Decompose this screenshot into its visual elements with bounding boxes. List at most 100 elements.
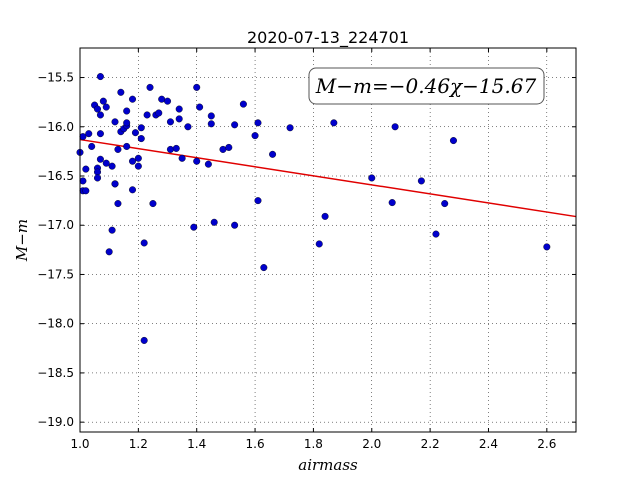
data-point (94, 174, 102, 182)
fit-line (79, 138, 577, 218)
x-tick-label: 2.4 (479, 437, 498, 451)
data-point (543, 243, 551, 251)
data-point (88, 142, 96, 150)
data-point (196, 103, 204, 111)
fit-equation-text: M−m=−0.46χ−15.67 (315, 74, 537, 98)
data-point (231, 221, 239, 229)
data-point (129, 186, 137, 194)
data-point (190, 223, 198, 231)
data-point (99, 97, 107, 105)
data-point (108, 226, 116, 234)
axis-ticks: 1.0 1.2 1.4 1.6 1.8 2.0 2.2 2.4 2.6 −15.5 −16.0 −16… (37, 48, 576, 451)
data-point (129, 95, 137, 103)
data-point (178, 154, 186, 162)
data-point (111, 118, 119, 126)
y-tick-label: −19.0 (37, 415, 74, 429)
data-point (137, 135, 145, 143)
data-point (260, 264, 268, 272)
data-point (158, 95, 166, 103)
data-point (94, 105, 102, 113)
data-point (391, 123, 399, 131)
data-point (155, 109, 163, 117)
data-point (146, 83, 154, 91)
data-point (210, 218, 218, 226)
y-tick-label: −16.0 (37, 120, 74, 134)
data-point (231, 121, 239, 129)
data-point (94, 168, 102, 176)
data-point (207, 112, 215, 120)
data-point (123, 142, 131, 150)
data-point (368, 174, 376, 182)
data-point (254, 197, 262, 205)
data-point (225, 143, 233, 151)
data-point (269, 150, 277, 158)
data-point (204, 160, 212, 168)
data-point (143, 111, 151, 119)
data-point (184, 123, 192, 131)
x-tick-label: 1.6 (246, 437, 265, 451)
y-tick-label: −16.5 (37, 169, 74, 183)
data-point (134, 162, 142, 170)
data-point (164, 97, 172, 105)
data-point (108, 162, 116, 170)
data-point (96, 130, 104, 138)
data-point (286, 124, 294, 132)
fit-equation-frame (308, 67, 545, 105)
data-point (82, 165, 90, 173)
data-point (96, 73, 104, 81)
data-point (175, 115, 183, 123)
x-tick-label: 1.8 (304, 437, 323, 451)
data-point (140, 336, 148, 344)
data-point (85, 130, 93, 138)
data-point (219, 145, 227, 153)
x-tick-label: 1.4 (187, 437, 206, 451)
y-tick-label: −18.0 (37, 317, 74, 331)
data-point (441, 200, 449, 208)
data-point (251, 132, 259, 140)
data-point (123, 107, 131, 115)
data-point (166, 118, 174, 126)
data-point (321, 212, 329, 220)
data-point (114, 145, 122, 153)
data-point (111, 180, 119, 188)
data-point (79, 177, 87, 185)
data-point (207, 120, 215, 128)
data-point (117, 88, 125, 96)
data-point (166, 145, 174, 153)
data-point (134, 154, 142, 162)
x-tick-label: 1.2 (129, 437, 148, 451)
x-tick-label: 2.0 (362, 437, 381, 451)
x-axis-label: airmass (298, 456, 358, 474)
x-tick-label: 1.0 (70, 437, 89, 451)
x-tick-label: 2.6 (537, 437, 556, 451)
data-point (417, 177, 425, 185)
y-tick-label: −17.5 (37, 267, 74, 281)
y-tick-label: −17.0 (37, 218, 74, 232)
data-point (129, 157, 137, 165)
data-point (388, 199, 396, 207)
data-point (123, 119, 131, 127)
data-point (193, 157, 201, 165)
data-point (82, 187, 90, 195)
data-point (315, 240, 323, 248)
data-point (102, 103, 110, 111)
fit-equation-box: M−m=−0.46χ−15.67 (308, 67, 545, 105)
data-point (131, 129, 139, 137)
chart-title: 2020-07-13_224701 (247, 28, 409, 48)
data-point (137, 124, 145, 132)
data-points (76, 73, 551, 344)
data-point (140, 239, 148, 247)
plot-frame (79, 47, 577, 433)
data-point (102, 159, 110, 167)
data-point (96, 155, 104, 163)
data-point (239, 100, 247, 108)
data-point (449, 137, 457, 145)
data-point (105, 248, 113, 256)
data-point (79, 133, 87, 141)
data-point (149, 200, 157, 208)
data-point (330, 119, 338, 127)
plot-background (80, 48, 576, 432)
data-point (254, 119, 262, 127)
y-tick-label: −15.5 (37, 71, 74, 85)
